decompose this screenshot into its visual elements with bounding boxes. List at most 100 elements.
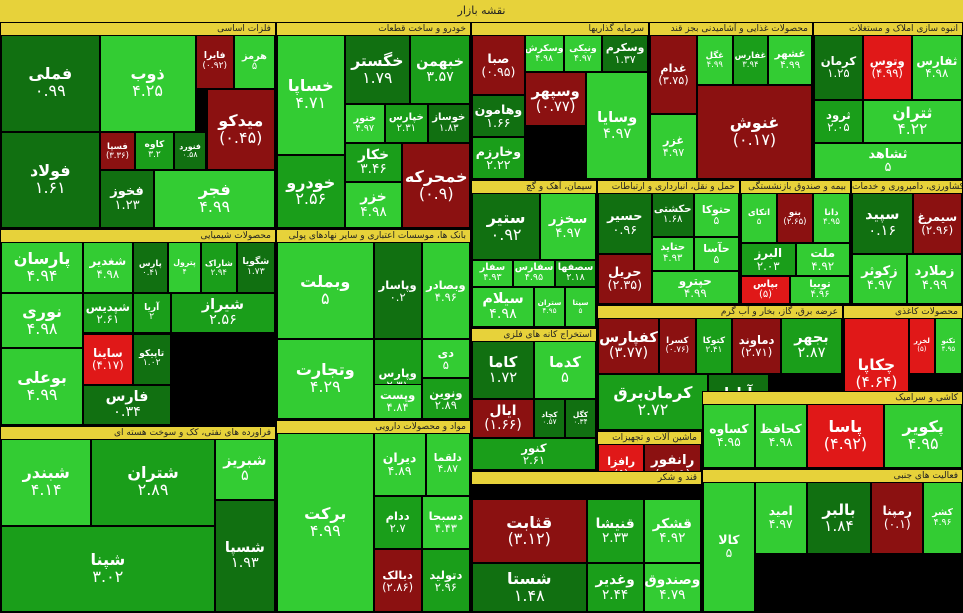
stock-tile[interactable]: سخزر ۴.۹۷ <box>540 193 596 260</box>
stock-tile[interactable]: قثابت (۳.۱۲) <box>472 499 587 564</box>
stock-tile[interactable]: کالا ۵ <box>703 482 755 612</box>
stock-tile[interactable]: حتاید ۴.۹۳ <box>651 237 694 271</box>
stock-tile[interactable]: ذوب ۴.۲۵ <box>99 35 196 132</box>
stock-tile[interactable]: پارسان ۴.۹۴ <box>1 242 84 294</box>
sector-16[interactable]: کاشی و سرامیک کساوه ۴.۹۵ کحافظ ۴.۹۸ پاسا (۴.۹۲… <box>702 391 963 469</box>
stock-tile[interactable]: تکنو ۴.۹۵ <box>934 318 962 374</box>
stock-tile[interactable]: شسپا ۱.۹۳ <box>214 499 275 612</box>
stock-tile[interactable]: ونوین ۲.۸۹ <box>421 378 470 419</box>
stock-tile[interactable]: شیراز ۲.۵۶ <box>170 293 275 334</box>
sector-7[interactable]: بانک ها، موسسات اعتباری و سایر نهادهای پ… <box>276 229 471 420</box>
stock-tile[interactable]: لخزر (۵) <box>908 318 935 374</box>
stock-tile[interactable]: رمپنا (۰.۱) <box>871 482 924 554</box>
stock-tile[interactable]: شستا ۱.۴۸ <box>472 563 587 612</box>
stock-tile[interactable]: دسبحا ۴.۴۳ <box>421 495 470 550</box>
stock-tile[interactable]: وبملت ۵ <box>277 242 374 340</box>
stock-tile[interactable]: خمحرکه (۰.۹) <box>402 143 470 228</box>
stock-tile[interactable]: خبهمن ۳.۵۷ <box>410 35 470 105</box>
stock-tile[interactable]: کساوه ۴.۹۵ <box>703 404 755 468</box>
stock-tile[interactable]: بپاس (۵) <box>741 276 791 304</box>
stock-tile[interactable]: فنورد ۰.۵۸ <box>173 131 207 171</box>
sector-6[interactable]: فراورده های نفتی، کک و سوخت هسته ای شبندر… <box>0 426 276 613</box>
stock-tile[interactable]: خودرو ۲.۵۶ <box>277 154 345 228</box>
stock-tile[interactable]: کگل ۰.۳۴ <box>565 399 596 438</box>
sector-11[interactable]: بیمه و صندوق بازنشستگی اتکای ۵ بنو (۲.۶۵) دان… <box>740 180 851 305</box>
stock-tile[interactable]: کسرا (۰.۷۶) <box>659 318 696 374</box>
stock-tile[interactable]: حکشتی ۱.۶۸ <box>651 193 694 238</box>
sector-9[interactable]: سیمان، آهک و گچ ستیر ۰.۹۲ سخزر ۴.۹۷ سفار ۴.۹۳ س… <box>471 180 597 328</box>
stock-tile[interactable]: کرمان ۱.۲۵ <box>814 35 863 100</box>
stock-tile[interactable]: پاسا (۴.۹۲) <box>806 404 885 468</box>
stock-tile[interactable]: ایال (۱.۶۶) <box>472 399 534 438</box>
sector-1[interactable]: خودرو و ساخت قطعات خساپا ۴.۷۱ خگستر ۱.۷۹ خبهم… <box>276 22 471 229</box>
stock-tile[interactable]: فسپا (۳.۳۶) <box>99 131 136 171</box>
stock-tile[interactable]: شبندر ۴.۱۴ <box>1 439 92 526</box>
stock-tile[interactable]: ساینا (۴.۱۷) <box>83 333 133 385</box>
sector-12[interactable]: کشاورزی، دامپروری و خدمات سپید ۰.۱۶ سیمرغ (۲… <box>851 180 963 305</box>
stock-tile[interactable]: دماوند (۲.۷۱) <box>732 318 781 374</box>
stock-tile[interactable]: وصندوق ۴.۷۹ <box>643 563 701 612</box>
stock-tile[interactable]: زملارد ۴.۹۹ <box>907 254 962 304</box>
stock-tile[interactable]: سیتا ۵ <box>565 286 596 327</box>
stock-tile[interactable]: کدما ۵ <box>534 341 596 400</box>
stock-tile[interactable]: وخارزم ۲.۲۲ <box>472 137 525 179</box>
stock-tile[interactable]: کشر ۴.۹۶ <box>923 482 962 554</box>
stock-tile[interactable]: وسکرم ۱.۳۷ <box>602 35 648 73</box>
stock-tile[interactable]: کرمان‌برق ۲.۷۲ <box>598 374 708 430</box>
stock-tile[interactable]: شپدیس ۲.۶۱ <box>83 293 133 334</box>
stock-tile[interactable]: فولاد ۱.۶۱ <box>1 131 100 228</box>
stock-tile[interactable]: غدام (۳.۷۵) <box>650 35 697 115</box>
stock-tile[interactable]: پکویر ۴.۹۵ <box>884 404 962 468</box>
stock-tile[interactable]: وپاسار ۰.۲ <box>373 242 422 340</box>
stock-tile[interactable]: وغدیر ۲.۴۴ <box>586 563 644 612</box>
stock-tile[interactable]: حپترو ۴.۹۹ <box>651 270 739 304</box>
stock-tile[interactable]: ملت ۴.۹۲ <box>795 242 850 277</box>
stock-tile[interactable]: پترول ۴ <box>168 242 201 294</box>
stock-tile[interactable]: وتوس (۴.۹۹) <box>862 35 912 100</box>
stock-tile[interactable]: دی ۵ <box>421 339 470 379</box>
stock-tile[interactable]: حسیر ۰.۹۶ <box>598 193 652 255</box>
stock-tile[interactable]: سصفها ۲.۱۸ <box>555 260 596 287</box>
stock-tile[interactable]: تاپیکو ۱.۰۲ <box>132 333 171 385</box>
sector-13[interactable]: استخراج کانه های فلزی کاما ۱.۷۲ کدما ۵ کچاد ۰.… <box>471 328 597 471</box>
stock-tile[interactable]: فخوز ۱.۲۳ <box>99 170 155 228</box>
stock-tile[interactable]: بجهر ۲.۸۷ <box>781 318 842 374</box>
sector-5[interactable]: محصولات شیمیایی پارسان ۴.۹۴ شغدیر ۴.۹۸ پارس ۰.… <box>0 229 276 426</box>
stock-tile[interactable]: شاراک ۲.۹۴ <box>201 242 237 294</box>
stock-tile[interactable]: سپید ۰.۱۶ <box>852 193 913 255</box>
stock-tile[interactable]: فایرا (۰.۹۲) <box>195 35 234 90</box>
stock-tile[interactable]: شبریز ۵ <box>214 439 275 500</box>
stock-tile[interactable]: حریل (۲.۳۵) <box>598 254 652 304</box>
stock-tile[interactable]: ونیکی ۴.۹۷ <box>563 35 603 73</box>
stock-tile[interactable]: خکار ۳.۴۶ <box>344 143 403 182</box>
stock-tile[interactable]: شتران ۲.۸۹ <box>91 439 215 526</box>
stock-tile[interactable]: دتولید ۲.۹۶ <box>421 549 470 612</box>
stock-tile[interactable]: برکت ۴.۹۹ <box>277 433 374 612</box>
stock-tile[interactable]: ددام ۲.۷ <box>373 495 422 550</box>
stock-tile[interactable]: نوری ۴.۹۸ <box>1 293 84 349</box>
stock-tile[interactable]: غنوش (۰.۱۷) <box>696 85 812 179</box>
stock-tile[interactable]: کفپارس (۳.۷۷) <box>598 318 659 374</box>
stock-tile[interactable]: دبالک (۲.۸۶) <box>373 549 422 612</box>
sector-14[interactable]: عرضه برق، گاز، بخار و آب گرم کفپارس (۳.۷۷)… <box>597 305 843 431</box>
stock-tile[interactable]: کچاد ۰.۵۷ <box>534 399 565 438</box>
stock-tile[interactable]: غزر ۴.۹۷ <box>650 114 697 179</box>
stock-tile[interactable]: کحافظ ۴.۹۸ <box>754 404 807 468</box>
stock-tile[interactable]: بنو (۲.۶۵) <box>776 193 813 243</box>
stock-tile[interactable]: ستران ۴.۹۵ <box>534 286 565 327</box>
stock-tile[interactable]: قشکر ۴.۹۲ <box>643 499 701 564</box>
stock-tile[interactable]: غگل ۴.۹۹ <box>696 35 733 86</box>
stock-tile[interactable]: کنور ۲.۶۱ <box>472 437 596 470</box>
stock-tile[interactable]: فارس ۰.۳۴ <box>83 384 171 425</box>
stock-tile[interactable]: خپارس ۲.۳۱ <box>385 104 428 144</box>
stock-tile[interactable]: ثشاهد ۵ <box>814 143 962 179</box>
stock-tile[interactable]: سیمرغ (۲.۹۶) <box>912 193 962 255</box>
stock-tile[interactable]: خوساز ۱.۸۳ <box>427 104 470 144</box>
stock-tile[interactable]: غشهر ۴.۹۹ <box>768 35 812 86</box>
stock-tile[interactable]: حتوکا ۵ <box>693 193 739 238</box>
sector-3[interactable]: محصولات غذایی و آشامیدنی بجز قند غدام (۳.۷… <box>649 22 813 180</box>
stock-tile[interactable]: شگویا ۱.۷۳ <box>236 242 275 294</box>
stock-tile[interactable]: بوعلی ۴.۹۹ <box>1 348 84 425</box>
stock-tile[interactable]: امید ۴.۹۷ <box>754 482 807 554</box>
stock-tile[interactable]: کاوه ۳.۲ <box>135 131 174 171</box>
